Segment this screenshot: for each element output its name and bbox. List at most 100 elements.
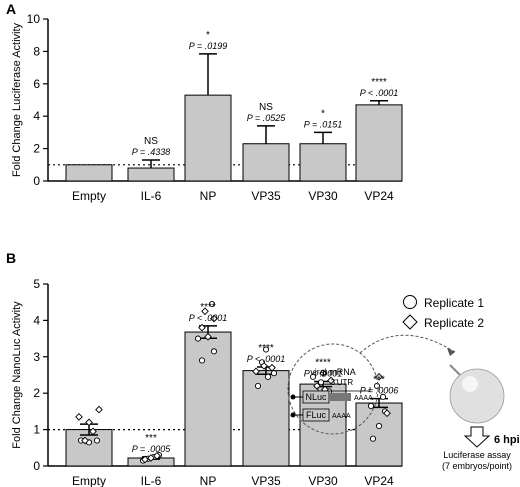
bar [242, 143, 290, 182]
y-tick-label: 10 [27, 12, 41, 26]
replicate-2-point [201, 307, 209, 316]
replicate-2-point [141, 455, 149, 464]
panel-b-bars: Empty IL-6P = .0005***NPP < .0001****VP35… [65, 300, 403, 487]
bar [299, 143, 347, 182]
bar-group-vp35: VP35 P < .0001**** [242, 343, 290, 487]
bar-group-vp24: VP24 P < .0001**** [355, 77, 403, 203]
significance-label: **** [258, 343, 274, 354]
dashed-arrow [359, 334, 456, 354]
p-value-label: P = .0005 [132, 444, 171, 454]
legend-label-replicate-1: Replicate 1 [424, 296, 484, 310]
bar [355, 104, 403, 182]
p-value-label: P = .0006 [360, 386, 398, 396]
replicate-1-point [270, 370, 278, 377]
y-axis-label: Fold Change Luciferase Activity [11, 22, 23, 177]
fluc-box [302, 408, 330, 422]
significance-label: *** [373, 375, 385, 386]
replicate-1-point [210, 348, 218, 355]
replicate-2-point [204, 332, 212, 341]
replicate-2-point [313, 382, 321, 390]
replicate-1-point [264, 373, 272, 380]
bar-group-empty: Empty [65, 164, 113, 203]
y-tick-label: 5 [33, 277, 40, 291]
y-tick-label: 4 [33, 313, 40, 327]
utr-label: 3'UTR [331, 378, 354, 387]
utr-bracket [317, 387, 371, 392]
y-tick-label: 8 [33, 44, 40, 58]
nluc-label: NLuc [305, 392, 327, 402]
replicate-1-point [369, 435, 377, 442]
y-axis-label: Fold Change NanoLuc Activity [11, 301, 23, 449]
assay-sublabel: (7 embryos/point) [442, 461, 512, 471]
panel-label-b: B [6, 250, 16, 266]
y-tick-label: 0 [33, 459, 40, 473]
panel-a: A 0 2 4 6 8 10 Fold Change Luciferase Activity… [6, 1, 403, 203]
replicate-1-point [262, 346, 270, 353]
replicate-legend: Replicate 1 Replicate 2 [402, 295, 484, 330]
x-tick-label: VP35 [251, 474, 281, 487]
significance-label: NS [144, 136, 158, 147]
polya-1-label: AAAA [354, 395, 373, 402]
y-tick-label: 0 [33, 174, 40, 188]
replicate-2-point [252, 367, 260, 376]
zebrafish-assay-schematic: viral mRNA 3'UTR NLuc AAAA FLuc AAAA 6 h… [287, 334, 520, 471]
x-tick-label: VP35 [251, 189, 281, 203]
fluc-label: FLuc [306, 410, 327, 420]
replicate-1-point [317, 379, 325, 386]
y-tick-label: 4 [33, 109, 40, 123]
replicate-2-legend-icon [402, 314, 418, 330]
replicate-2-point [210, 314, 218, 323]
replicate-1-point [93, 437, 101, 444]
utr-box [329, 393, 351, 401]
replicate-2-point [319, 369, 327, 378]
replicate-1-legend-icon [403, 295, 417, 309]
replicate-2-point [383, 409, 391, 418]
bar [127, 167, 175, 182]
p-value-label: P < .0001 [189, 313, 227, 323]
y-tick-label: 3 [33, 350, 40, 364]
time-label: 6 hpi [494, 434, 520, 446]
x-tick-label: NP [200, 474, 217, 487]
replicate-1-point [367, 402, 375, 409]
replicate-2-point [147, 454, 155, 462]
replicate-2-point [375, 372, 383, 381]
arrow-head [447, 348, 455, 356]
bar-group-empty: Empty [65, 405, 113, 487]
x-tick-label: VP24 [364, 189, 394, 203]
bar-group-np: NP P < .0001**** [184, 300, 232, 487]
cap-2-icon [290, 412, 296, 418]
replicate-2-point [85, 418, 93, 427]
x-tick-label: Empty [72, 189, 106, 203]
assay-label: Luciferase assay [443, 450, 511, 460]
bar-group-np: NP P = .0199* [184, 30, 232, 203]
x-tick-label: VP24 [364, 474, 394, 487]
significance-label: **** [200, 302, 216, 313]
x-tick-label: Empty [72, 474, 106, 487]
polya-2-label: AAAA [332, 413, 351, 420]
replicate-1-point [254, 382, 262, 389]
replicate-2-point [75, 413, 83, 421]
replicate-1-point [379, 393, 387, 400]
y-tick-label: 1 [33, 423, 40, 437]
replicate-1-point [194, 335, 202, 342]
replicate-2-point [260, 362, 268, 370]
significance-label: **** [315, 358, 331, 369]
x-tick-label: IL-6 [141, 189, 162, 203]
p-value-label: P < .0001 [360, 88, 398, 98]
replicate-2-point [95, 405, 103, 414]
significance-label: **** [371, 77, 387, 88]
bar [184, 94, 232, 182]
replicate-1-point [309, 373, 317, 380]
cap-1-icon [290, 394, 296, 400]
y-tick-label: 2 [33, 142, 40, 156]
replicate-2-point [153, 451, 161, 460]
replicate-1-point [208, 300, 216, 308]
replicate-1-point [375, 422, 383, 430]
replicate-2-point [89, 427, 97, 436]
p-value-label: P = .4338 [132, 147, 170, 157]
significance-label: NS [259, 102, 273, 113]
down-arrow-icon [463, 426, 491, 448]
